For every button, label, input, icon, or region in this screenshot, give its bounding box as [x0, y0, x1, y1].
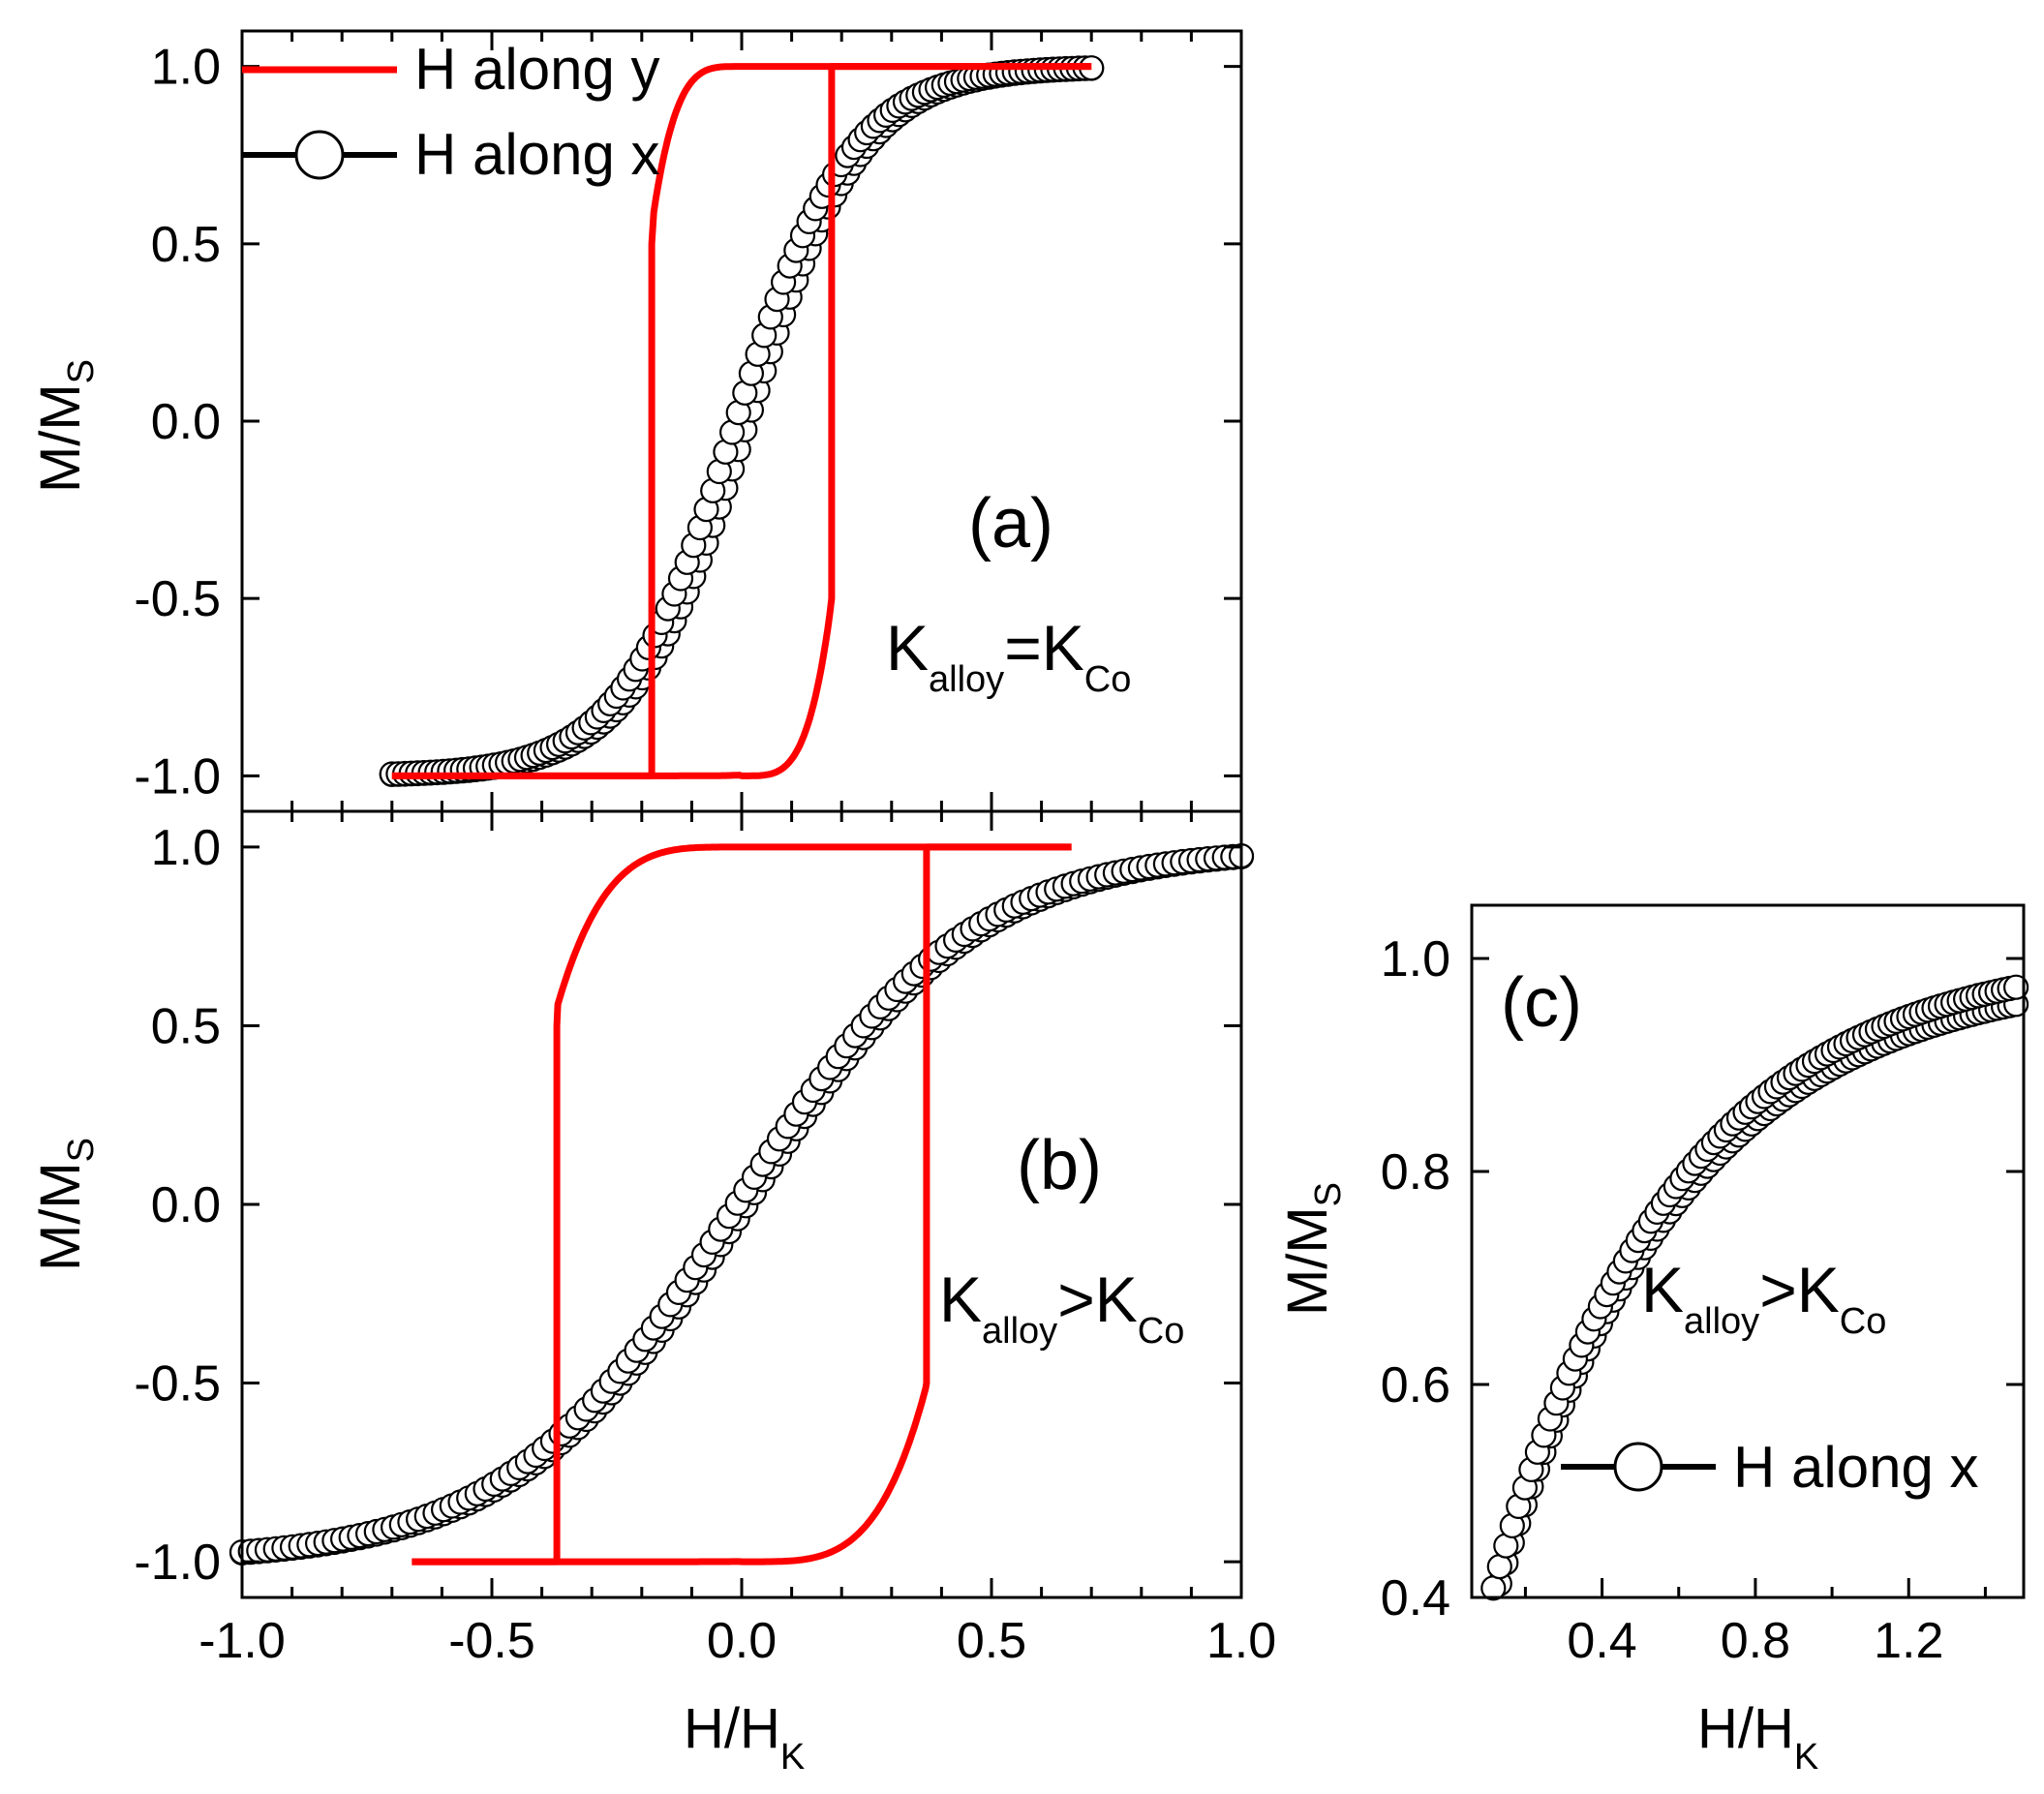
- panel-c-x-axis-title: H/HK: [1697, 1697, 1818, 1778]
- panel-b-xtick-label: -1.0: [198, 1613, 286, 1669]
- panel-c-ytick-label: 0.6: [1381, 1357, 1450, 1414]
- panel-b-ticks: [240, 811, 1243, 1597]
- panel-a-y-axis-title: M/MS: [29, 359, 102, 493]
- panel-b-xtick-label: -0.5: [448, 1613, 535, 1669]
- panel-a-annotation: Kalloy=KCo: [886, 612, 1131, 700]
- panel-a-loop-descending: [391, 63, 1093, 779]
- panel-b-y-axis-title: M/MS: [29, 1138, 102, 1271]
- panel-c-ytick-label: 0.8: [1381, 1144, 1450, 1201]
- legend: H along y H along x: [242, 37, 659, 187]
- panel-c: 1.0 0.8 0.6 0.4 0.4 0.8 1.2 M/MS H/HK (c) Kal…: [1276, 903, 2029, 1778]
- panel-c-legend-marker: [1613, 1442, 1663, 1492]
- legend-x-label: H along x: [414, 122, 659, 187]
- panel-c-ytick-label: 1.0: [1381, 931, 1450, 988]
- legend-y-label: H along y: [414, 37, 659, 102]
- panel-c-legend-label: H along x: [1733, 1435, 1978, 1500]
- panel-c-frame: [1470, 903, 2026, 1599]
- panel-a: 1.0 0.5 0.0 -0.5 -1.0 M/MS (a) Kalloy=KCo H …: [29, 29, 1243, 813]
- panel-b-data: [229, 842, 1255, 1566]
- panel-a-ytick-label: -0.5: [134, 571, 221, 627]
- panel-c-y-axis-title: M/MS: [1276, 1182, 1349, 1316]
- panel-b-ytick-labels: 1.0 0.5 0.0 -0.5 -1.0: [134, 820, 221, 1591]
- panel-b: 1.0 0.5 0.0 -0.5 -1.0 -1.0 -0.5 0.0 0.5 1.0 M/MS…: [29, 809, 1276, 1778]
- panel-c-xtick-labels: 0.4 0.8 1.2: [1567, 1613, 1943, 1669]
- panel-a-ytick-label: -1.0: [134, 748, 221, 805]
- panel-b-xtick-label: 1.0: [1206, 1613, 1276, 1669]
- panel-c-data-point: [2003, 974, 2029, 1000]
- panel-c-ytick-labels: 1.0 0.8 0.6 0.4: [1381, 931, 1450, 1627]
- panel-b-ytick-label: -0.5: [134, 1356, 221, 1413]
- panel-c-xtick-label: 1.2: [1874, 1613, 1943, 1669]
- panel-a-ytick-label: 0.5: [151, 217, 221, 273]
- panel-b-xtick-label: 0.5: [957, 1613, 1026, 1669]
- panel-c-legend: H along x: [1561, 1435, 1978, 1500]
- panel-b-label: (b): [1017, 1127, 1102, 1204]
- panel-c-data: [1480, 974, 2029, 1601]
- panel-c-xtick-label: 0.8: [1721, 1613, 1790, 1669]
- panel-b-ytick-label: -1.0: [134, 1535, 221, 1591]
- panel-b-loop-descending: [412, 843, 1073, 1566]
- panel-a-ytick-label: 1.0: [151, 40, 221, 96]
- panel-b-ytick-label: 1.0: [151, 820, 221, 876]
- panel-b-ytick-label: 0.0: [151, 1177, 221, 1233]
- panel-c-ytick-label: 0.4: [1381, 1570, 1450, 1627]
- panel-c-data-point: [1486, 1553, 1512, 1580]
- panel-b-xtick-label: 0.0: [707, 1613, 777, 1669]
- panel-c-xtick-label: 0.4: [1567, 1613, 1636, 1669]
- panel-a-ticks: [240, 31, 1243, 811]
- panel-b-xtick-labels: -1.0 -0.5 0.0 0.5 1.0: [198, 1613, 1276, 1669]
- panel-a-ytick-label: 0.0: [151, 394, 221, 450]
- panel-c-annotation: Kalloy>KCo: [1641, 1254, 1886, 1342]
- panel-a-label: (a): [968, 485, 1053, 563]
- legend-x-marker: [294, 130, 345, 180]
- panel-b-annotation: Kalloy>KCo: [939, 1263, 1184, 1352]
- panel-a-ytick-labels: 1.0 0.5 0.0 -0.5 -1.0: [134, 40, 221, 806]
- panel-a-data: [379, 55, 1105, 787]
- panel-b-x-axis-title: H/HK: [684, 1697, 805, 1778]
- panel-c-label: (c): [1501, 964, 1582, 1042]
- panel-b-ytick-label: 0.5: [151, 998, 221, 1054]
- panel-c-ticks: [1472, 957, 2024, 1599]
